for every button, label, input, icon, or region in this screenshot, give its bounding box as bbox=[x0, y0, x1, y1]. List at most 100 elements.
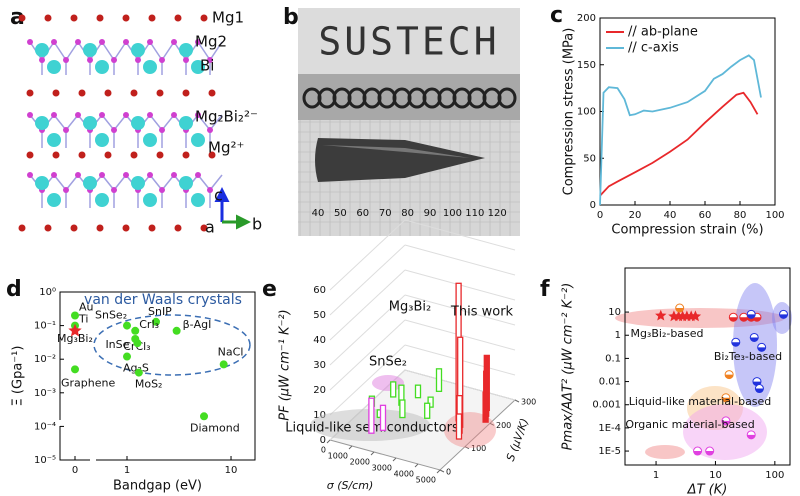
point-label: MoS₂ bbox=[135, 378, 163, 391]
bi-atom bbox=[191, 60, 205, 74]
bi-atom bbox=[143, 60, 157, 74]
point-label: β-AgI bbox=[183, 318, 212, 331]
z-axis-label: PF (μW cm⁻¹ K⁻²) bbox=[278, 309, 293, 420]
y-axis-label: Pmax/AΔT² (μW cm⁻² K⁻²) bbox=[561, 283, 576, 451]
bond bbox=[161, 114, 175, 131]
y-tick bbox=[439, 469, 445, 473]
point-label: SnIP bbox=[148, 305, 172, 318]
mg-atom bbox=[63, 127, 69, 133]
mg-atom bbox=[52, 151, 60, 159]
y-tick-label: 10⁻³ bbox=[34, 388, 56, 399]
bond bbox=[197, 174, 211, 191]
mg-atom bbox=[147, 39, 153, 45]
bond bbox=[65, 114, 79, 131]
mg-atom bbox=[182, 151, 190, 159]
mg-atom bbox=[26, 89, 34, 97]
point-label: Ti bbox=[78, 313, 88, 326]
point-half bbox=[752, 317, 761, 322]
point bbox=[219, 360, 228, 369]
point bbox=[123, 321, 131, 330]
mg-atom bbox=[18, 14, 26, 22]
bond bbox=[161, 41, 175, 61]
mg-atom bbox=[70, 14, 78, 22]
series-label: SnSe₂ bbox=[369, 355, 407, 370]
bond bbox=[197, 41, 211, 61]
annotation: van der Waals crystals bbox=[84, 292, 242, 308]
point-half bbox=[721, 420, 730, 425]
point bbox=[172, 326, 181, 335]
mg-atom bbox=[75, 39, 81, 45]
bi-atom bbox=[143, 193, 157, 207]
atom-label: Mg1 bbox=[212, 9, 244, 27]
bond bbox=[113, 174, 127, 191]
bar bbox=[427, 396, 434, 408]
y-axis-label: Compression stress (MPa) bbox=[562, 28, 577, 196]
x-tick-label: 10 bbox=[709, 470, 722, 481]
bi-atom bbox=[35, 116, 49, 130]
y-tick-label: 150 bbox=[577, 60, 596, 71]
bond bbox=[101, 114, 115, 131]
y-tick-label: 0.1 bbox=[605, 353, 621, 364]
bi-atom bbox=[83, 43, 97, 57]
bond bbox=[197, 114, 211, 131]
x-tick-label: 2000 bbox=[350, 458, 370, 467]
ruler-label: 60 bbox=[356, 208, 369, 219]
mg-atom bbox=[207, 127, 213, 133]
bi-atom bbox=[179, 176, 193, 190]
x-axis-label: ΔT (K) bbox=[687, 483, 728, 496]
grid-line bbox=[329, 294, 406, 366]
mg-atom bbox=[123, 112, 129, 118]
bond bbox=[65, 41, 79, 61]
bi-atom bbox=[83, 116, 97, 130]
series-label: This work bbox=[450, 305, 514, 320]
ruler-label: 120 bbox=[488, 208, 507, 219]
region bbox=[645, 445, 685, 459]
sustech-text: SUSTECH bbox=[318, 20, 499, 64]
bi-atom bbox=[95, 60, 109, 74]
grid-line bbox=[404, 244, 516, 276]
mg-atom bbox=[147, 112, 153, 118]
bi-atom bbox=[131, 176, 145, 190]
series-label: Mg₃Bi₂ bbox=[389, 300, 431, 315]
bond bbox=[149, 174, 163, 191]
x-tick bbox=[436, 469, 441, 474]
y-tick bbox=[464, 446, 470, 450]
x-tick-label: 5000 bbox=[416, 476, 436, 485]
y-tick-label: 1E-5 bbox=[598, 446, 621, 457]
axis-break bbox=[90, 456, 96, 464]
bar bbox=[368, 397, 375, 434]
point bbox=[689, 310, 702, 322]
x-tick-label: 100 bbox=[765, 210, 784, 221]
mg-atom bbox=[200, 14, 208, 22]
point-half bbox=[779, 314, 788, 319]
point-half bbox=[725, 374, 734, 379]
series-label: Liquid-like material-based bbox=[629, 395, 772, 408]
mg-atom bbox=[70, 224, 78, 232]
structure bbox=[18, 14, 223, 232]
bar bbox=[399, 399, 406, 419]
ruler-label: 50 bbox=[334, 208, 347, 219]
mg-atom bbox=[99, 39, 105, 45]
mg-atom bbox=[51, 112, 57, 118]
atom-label: Mg₂Bi₂²⁻ bbox=[195, 108, 258, 126]
y-tick-label: 10⁰ bbox=[39, 287, 56, 298]
mg-atom bbox=[75, 172, 81, 178]
point-half bbox=[747, 314, 756, 319]
mg-atom bbox=[130, 151, 138, 159]
point-label: CrI₃ bbox=[139, 318, 159, 331]
bar bbox=[455, 413, 463, 440]
mg-atom bbox=[104, 151, 112, 159]
point bbox=[68, 323, 82, 337]
cone bbox=[315, 138, 485, 182]
z-tick-label: 20 bbox=[313, 385, 326, 396]
grid-line bbox=[329, 244, 406, 316]
bar bbox=[424, 402, 431, 419]
bi-atom bbox=[83, 176, 97, 190]
point-label: SnSe₂ bbox=[95, 309, 127, 322]
bar bbox=[414, 384, 422, 399]
bond bbox=[101, 41, 115, 61]
mg-atom bbox=[87, 57, 93, 63]
x-tick-label: 3000 bbox=[372, 464, 392, 473]
mg-atom bbox=[104, 89, 112, 97]
y-tick-label: 10⁻² bbox=[34, 354, 56, 365]
